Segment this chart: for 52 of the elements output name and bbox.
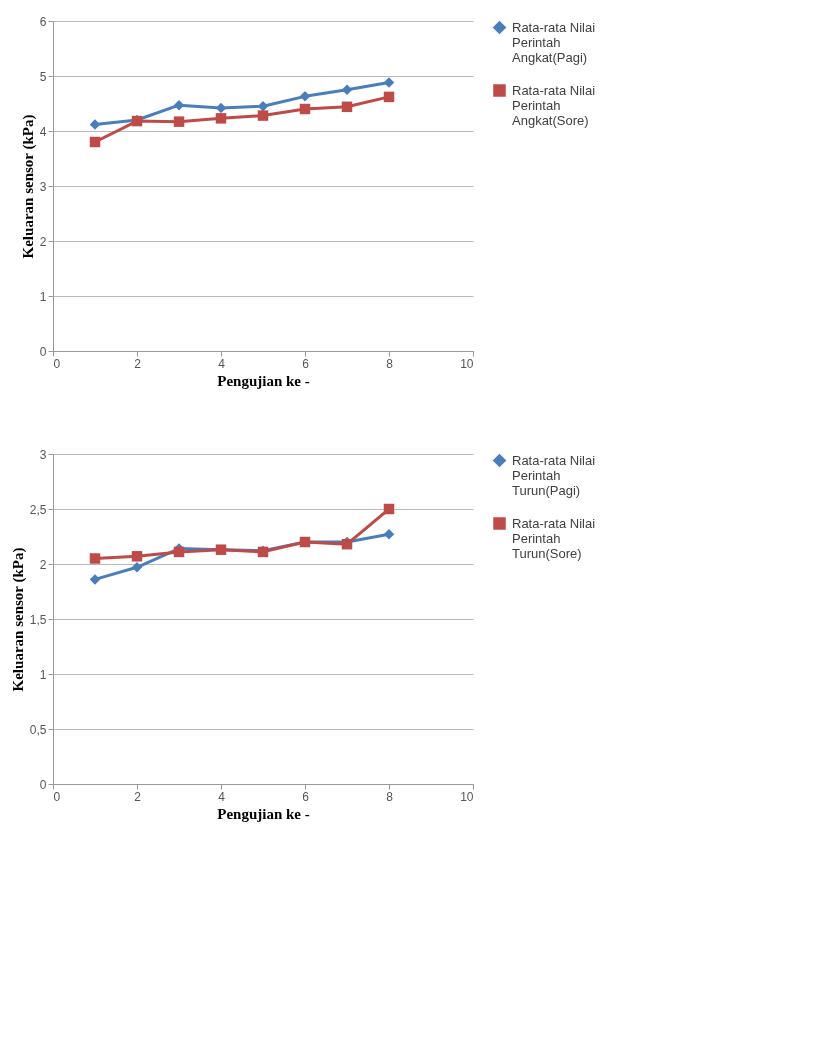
legend-label: Rata-rata Nilai Perintah Turun(Sore) [512,515,596,561]
point [299,103,311,115]
y-tick-label: 5 [39,69,47,84]
point [131,562,143,573]
point [383,503,395,515]
x-tick-label: 8 [386,789,394,804]
legend-label: Rata-rata Nilai Perintah Angkat(Pagi) [512,19,596,65]
point [383,529,395,540]
x-tick-label: 2 [134,789,142,804]
point [89,136,101,148]
y-tick-label: 2 [39,557,47,572]
y-axis-title: Keluaran sensor (kPa) [9,547,27,692]
legend-label: Rata-rata Nilai Perintah Turun(Pagi) [512,452,596,498]
y-tick-label: 4 [39,124,47,139]
x-tick-label: 0 [53,356,61,371]
point [89,553,101,564]
x-axis-title: Pengujian ke - [217,805,310,822]
point [173,546,185,558]
x-tick-label: 6 [302,789,310,804]
point [89,119,101,130]
y-tick-label: 2,5 [29,502,47,517]
y-axis-title: Keluaran sensor (kPa) [19,114,37,259]
point [89,574,101,585]
y-tick-label: 0 [39,344,47,359]
point [341,84,353,95]
y-tick-label: 1 [39,667,47,682]
legend-label: Rata-rata Nilai Perintah Angkat(Sore) [512,82,596,128]
y-tick-label: 2 [39,234,47,249]
x-tick-label: 4 [218,789,226,804]
x-tick-label: 4 [218,356,226,371]
point [299,91,311,102]
x-tick-label: 8 [386,356,394,371]
y-tick-label: 3 [39,179,47,194]
y-tick-label: 0 [39,777,47,792]
point [215,113,227,124]
y-tick-label: 1,5 [29,612,47,627]
x-tick-label: 10 [460,356,474,371]
y-tick-label: 6 [39,14,47,29]
x-tick-label: 6 [302,356,310,371]
y-tick-label: 3 [39,447,47,462]
point [131,551,143,562]
x-tick-label: 0 [53,789,61,804]
x-tick-label: 2 [134,356,142,371]
point [341,101,353,113]
y-tick-label: 1 [39,289,47,304]
point [257,110,269,121]
x-tick-label: 10 [460,789,474,804]
point [173,116,185,127]
point [383,77,395,88]
y-tick-label: 0,5 [29,722,47,737]
point [383,91,395,103]
x-axis-title: Pengujian ke - [217,372,310,389]
